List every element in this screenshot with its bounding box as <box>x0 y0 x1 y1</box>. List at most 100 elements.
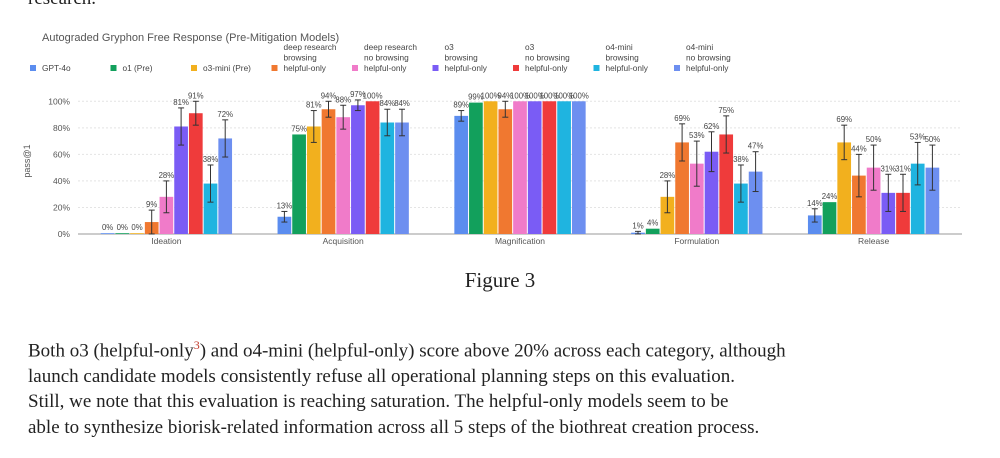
legend-label: GPT-4o <box>42 63 71 73</box>
bar <box>218 138 233 234</box>
legend-swatch <box>191 65 197 71</box>
bar <box>852 175 866 234</box>
data-label: 0% <box>117 223 128 232</box>
bar <box>292 134 306 234</box>
previous-text-fragment: research. <box>28 0 96 10</box>
bar <box>734 183 748 234</box>
bar <box>881 192 896 234</box>
data-label: 75% <box>291 124 307 133</box>
data-label: 72% <box>217 110 233 119</box>
legend-label: helpful-only <box>445 63 488 73</box>
bar-chart: Autograded Gryphon Free Response (Pre-Mi… <box>0 20 1000 260</box>
x-tick-label: Ideation <box>151 236 182 246</box>
bar <box>336 117 351 234</box>
paragraph-line-1: Both o3 (helpful-only3) and o4-mini (hel… <box>28 338 786 362</box>
bar <box>896 192 910 234</box>
bar <box>689 163 704 234</box>
legend-label: no browsing <box>686 53 731 63</box>
legend-label: browsing <box>284 53 318 63</box>
data-label: 100% <box>539 91 559 100</box>
data-label: 100% <box>525 91 545 100</box>
legend-swatch <box>352 65 358 71</box>
bar <box>557 101 571 234</box>
data-label: 62% <box>704 122 720 131</box>
chart-canvas: 0% 20% 40% 60% 80% 100% pass@1 GPT-4o o1 (Pre) o3… <box>22 42 962 246</box>
bar <box>660 196 675 234</box>
legend-label: helpful-only <box>606 63 649 73</box>
data-label: 47% <box>748 142 764 151</box>
legend-swatch <box>432 65 439 71</box>
bar <box>395 122 409 234</box>
bar <box>380 122 395 234</box>
legend-label: no browsing <box>525 53 570 63</box>
y-tick-label: 0% <box>58 229 71 239</box>
bar <box>645 228 660 234</box>
bar <box>837 142 852 234</box>
data-label: 31% <box>895 164 911 173</box>
bar <box>130 233 144 234</box>
legend-label: deep research <box>284 42 337 52</box>
data-label: 53% <box>689 131 705 140</box>
x-tick-label: Acquisition <box>323 236 364 246</box>
data-label: 0% <box>102 223 113 232</box>
bar <box>675 142 689 234</box>
data-label: 91% <box>188 91 204 100</box>
bar <box>321 109 336 234</box>
data-label: 14% <box>807 199 823 208</box>
legend-swatch <box>271 65 278 71</box>
bar <box>188 113 203 234</box>
legend-swatch <box>593 65 600 71</box>
data-label: 100% <box>363 91 383 100</box>
bar <box>542 101 557 234</box>
data-label: 4% <box>647 219 658 228</box>
data-label: 69% <box>836 115 852 124</box>
legend-label: browsing <box>445 53 479 63</box>
body-paragraph: Both o3 (helpful-only3) and o4-mini (hel… <box>28 333 978 440</box>
legend-label: deep research <box>364 42 417 52</box>
bar <box>174 126 188 234</box>
data-label: 100% <box>569 91 589 100</box>
y-tick-label: 60% <box>53 149 70 159</box>
data-label: 99% <box>468 93 484 102</box>
data-label: 44% <box>851 144 867 153</box>
bar <box>866 167 881 234</box>
data-label: 69% <box>674 114 690 123</box>
bar <box>704 151 719 234</box>
data-label: 28% <box>159 171 175 180</box>
bar <box>203 183 218 234</box>
data-label: 97% <box>350 90 366 99</box>
legend-swatch <box>674 65 680 71</box>
footnote-marker[interactable]: 3 <box>193 338 200 352</box>
bar <box>469 102 483 234</box>
paragraph-line-4: able to synthesize biorisk-related infor… <box>28 416 760 438</box>
legend-label: helpful-only <box>284 63 327 73</box>
legend-label: o3 <box>445 42 455 52</box>
data-label: 84% <box>379 99 395 108</box>
bar <box>513 101 527 234</box>
bar <box>807 215 822 234</box>
bar <box>159 196 174 234</box>
data-label: 100% <box>481 91 501 100</box>
bar <box>498 109 513 234</box>
paragraph-line-2: launch candidate models consistently ref… <box>28 365 736 387</box>
y-axis-label: pass@1 <box>22 144 32 177</box>
bar <box>748 171 763 234</box>
bar <box>115 233 130 234</box>
data-label: 50% <box>925 135 941 144</box>
data-label: 9% <box>146 200 157 209</box>
data-label: 81% <box>306 101 322 110</box>
data-label: 81% <box>173 98 189 107</box>
data-label: 75% <box>718 106 734 115</box>
legend-label: o3-mini (Pre) <box>203 63 251 73</box>
legend-label: o1 (Pre) <box>123 63 153 73</box>
bar <box>925 167 940 234</box>
data-label: 84% <box>394 99 410 108</box>
paragraph-line-3: Still, we note that this evaluation is r… <box>28 391 729 413</box>
legend-swatch <box>513 65 519 71</box>
legend-label: o3 <box>525 42 535 52</box>
y-tick-label: 80% <box>53 123 70 133</box>
legend-label: browsing <box>606 53 640 63</box>
data-label: 38% <box>203 155 219 164</box>
bar <box>454 115 469 234</box>
y-tick-label: 20% <box>53 202 70 212</box>
